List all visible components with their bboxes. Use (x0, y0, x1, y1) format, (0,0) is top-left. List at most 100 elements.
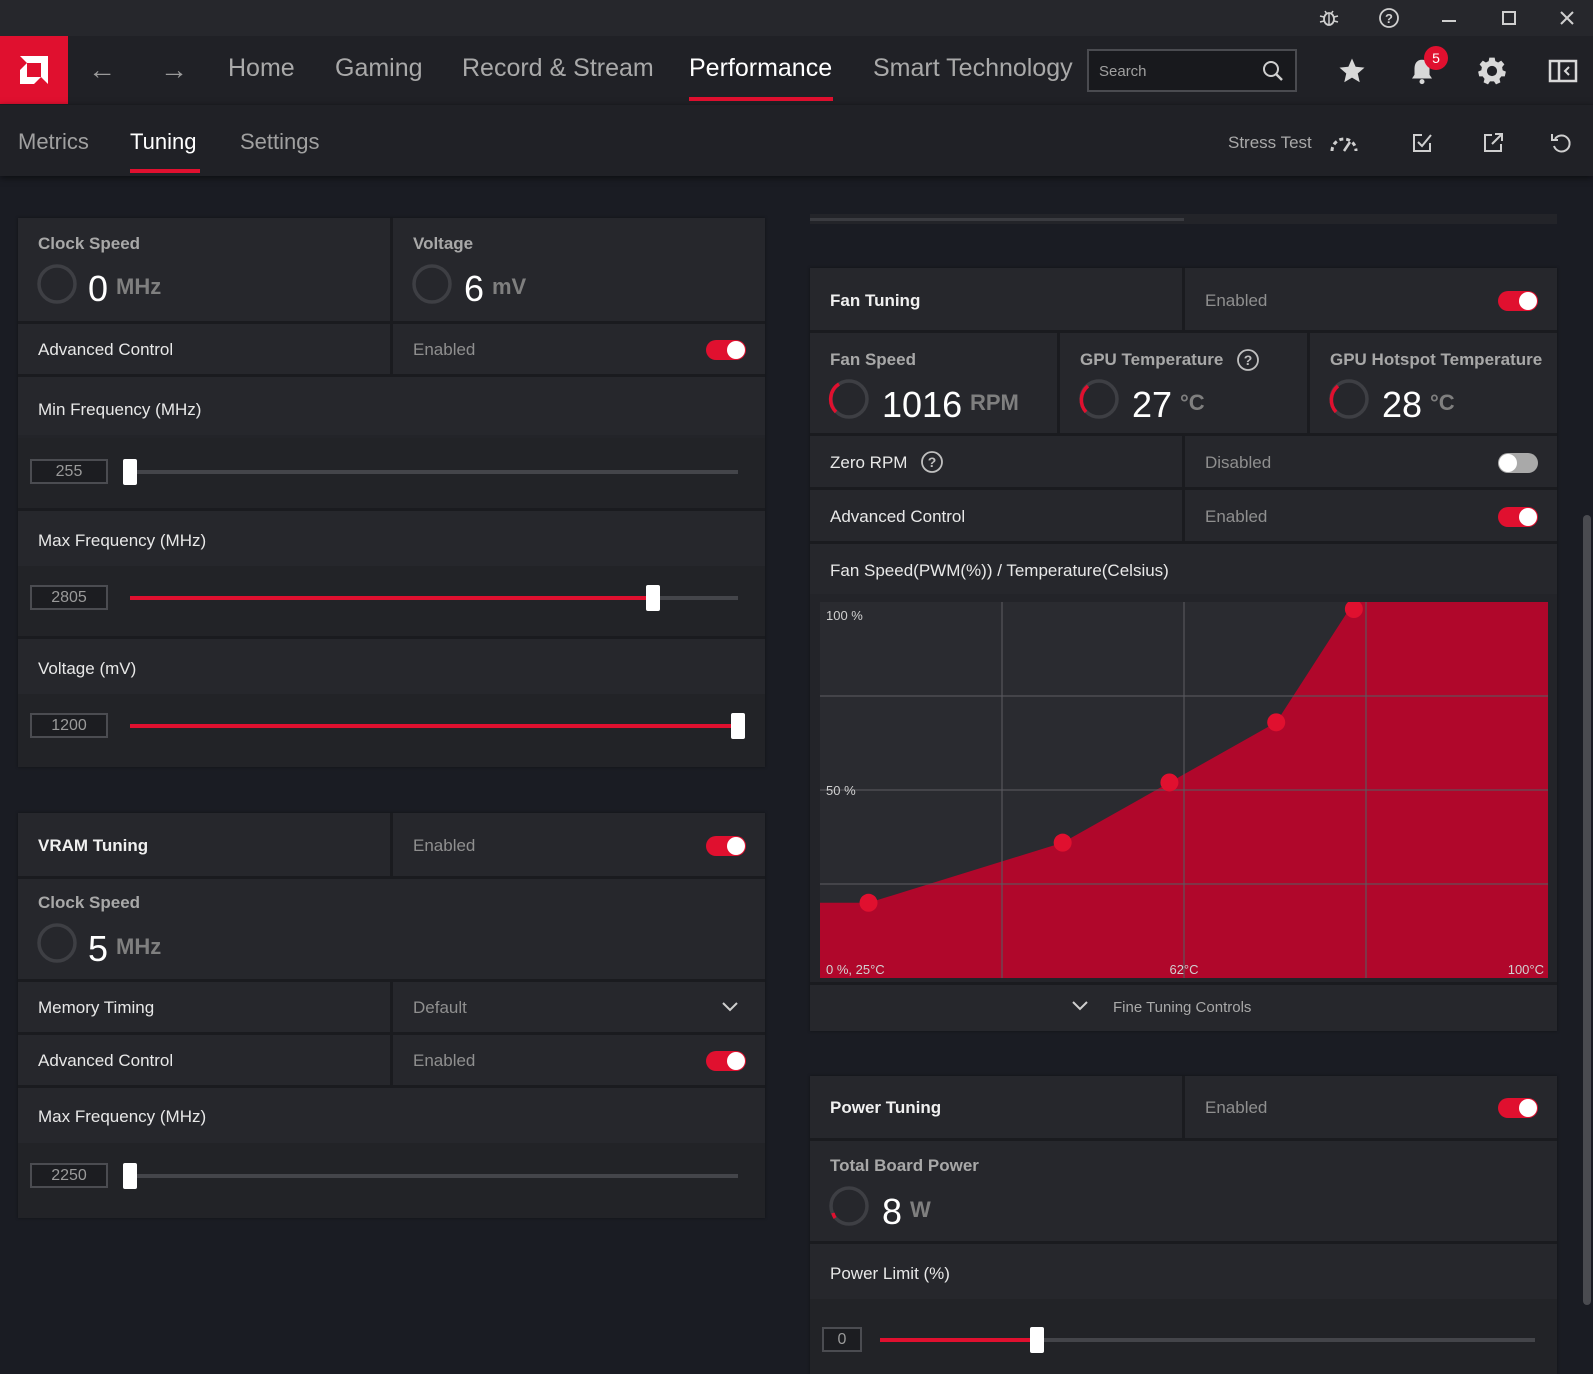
stress-test-gauge-icon[interactable] (1328, 127, 1360, 159)
power-limit-slider-thumb[interactable] (1030, 1327, 1045, 1353)
min-frequency-slider-thumb[interactable] (123, 459, 137, 485)
stress-test-label[interactable]: Stress Test (1228, 133, 1312, 152)
vram-max-frequency-slider-thumb[interactable] (123, 1163, 137, 1189)
search-box[interactable] (1087, 49, 1297, 92)
fan-advanced-control-toggle[interactable] (1498, 507, 1538, 527)
power-tuning-status: Enabled (1205, 1098, 1268, 1117)
fan-curve-point[interactable] (1160, 773, 1179, 792)
svg-text:?: ? (1385, 11, 1393, 26)
fan-curve-chart[interactable]: 100 % 50 % 0 %, 25°C 62°C 100°C (820, 602, 1548, 978)
gpu-advanced-control-label: Advanced Control (38, 340, 174, 359)
tab-gaming[interactable]: Gaming (335, 54, 423, 82)
zero-rpm-toggle[interactable] (1498, 453, 1538, 473)
svg-text:?: ? (1244, 352, 1253, 368)
voltage-slider-label: Voltage (mV) (38, 659, 137, 678)
fan-curve-title: Fan Speed(PWM(%)) / Temperature(Celsius) (830, 561, 1169, 580)
zero-rpm-label: Zero RPM (830, 453, 908, 472)
maximize-icon[interactable] (1492, 3, 1526, 33)
fan-curve-point[interactable] (859, 893, 878, 912)
tab-settings[interactable]: Settings (240, 129, 320, 154)
voltage-slider-thumb[interactable] (731, 713, 745, 739)
help-icon[interactable]: ? (1372, 3, 1406, 33)
gpu-advanced-control-toggle[interactable] (706, 340, 746, 360)
clock-speed-gauge-icon (37, 264, 77, 304)
gpu-temperature-help-icon[interactable]: ? (1236, 348, 1260, 372)
voltage-label: Voltage (413, 234, 474, 253)
vram-metrics-row (18, 879, 765, 979)
vram-tuning-status: Enabled (413, 836, 476, 855)
back-arrow-icon[interactable]: ← (88, 54, 116, 85)
tab-metrics[interactable]: Metrics (18, 129, 89, 154)
voltage-input[interactable]: 1200 (30, 713, 108, 738)
vram-max-frequency-slider-row (18, 1143, 765, 1218)
fan-curve-point[interactable] (1344, 602, 1363, 618)
fan-curve-point[interactable] (1267, 713, 1286, 732)
apply-changes-icon[interactable] (1406, 127, 1438, 159)
minimize-icon[interactable] (1432, 3, 1466, 33)
vram-clock-speed-unit: MHz (116, 934, 162, 959)
vram-tuning-toggle[interactable] (706, 836, 746, 856)
board-power-gauge-icon (829, 1186, 869, 1226)
gpu-temperature-gauge-icon (1079, 379, 1119, 419)
star-icon[interactable] (1334, 53, 1370, 89)
fan-curve-point[interactable] (1053, 833, 1072, 852)
search-input[interactable] (1099, 59, 1249, 83)
x-tick-label: 100°C (1508, 962, 1544, 977)
fan-metrics-row (810, 333, 1557, 433)
close-icon[interactable] (1550, 3, 1584, 33)
voltage-slider[interactable] (130, 724, 738, 728)
max-frequency-input[interactable]: 2805 (30, 585, 108, 610)
gpu-temperature-unit: °C (1180, 390, 1205, 415)
vram-clock-speed-value: 5 (88, 928, 109, 969)
fan-speed-unit: RPM (970, 390, 1019, 415)
voltage-value: 6 (464, 268, 485, 309)
fan-tuning-toggle[interactable] (1498, 291, 1538, 311)
tab-performance[interactable]: Performance (689, 54, 833, 82)
fine-tuning-controls-label[interactable]: Fine Tuning Controls (1113, 999, 1252, 1016)
max-frequency-slider[interactable] (130, 596, 738, 600)
search-icon[interactable] (1261, 59, 1285, 83)
vram-advanced-control-toggle[interactable] (706, 1051, 746, 1071)
amd-logo-icon[interactable] (0, 36, 68, 104)
gpu-hotspot-value: 28 (1382, 384, 1423, 425)
vram-max-frequency-slider[interactable] (130, 1174, 738, 1178)
chevron-down-icon[interactable] (720, 999, 740, 1015)
power-limit-input[interactable]: 0 (822, 1327, 862, 1352)
tab-tuning[interactable]: Tuning (130, 129, 197, 154)
scrollbar[interactable] (1583, 515, 1591, 1305)
power-tuning-toggle[interactable] (1498, 1098, 1538, 1118)
reset-icon[interactable] (1545, 127, 1577, 159)
vram-tuning-panel: VRAM Tuning Enabled Clock Speed 5 MHz Me… (18, 813, 765, 1218)
gpu-temperature-label: GPU Temperature (1080, 350, 1224, 369)
min-frequency-slider[interactable] (130, 470, 738, 474)
total-board-power-value: 8 (882, 1191, 903, 1232)
vram-advanced-control-status: Enabled (413, 1051, 476, 1070)
power-limit-slider[interactable] (880, 1338, 1535, 1342)
bug-icon[interactable] (1312, 3, 1346, 33)
forward-arrow-icon[interactable]: → (160, 54, 188, 85)
export-icon[interactable] (1477, 127, 1509, 159)
zero-rpm-status: Disabled (1205, 453, 1272, 472)
fan-advanced-control-label: Advanced Control (830, 507, 966, 526)
min-frequency-input[interactable]: 255 (30, 459, 108, 484)
tab-record-stream[interactable]: Record & Stream (462, 54, 654, 82)
vram-clock-gauge-icon (37, 923, 77, 963)
tab-smart-technology[interactable]: Smart Technology (873, 54, 1073, 82)
chevron-down-icon[interactable] (1070, 998, 1090, 1014)
vram-max-frequency-row (18, 1088, 765, 1143)
voltage-unit: mV (492, 274, 527, 299)
fan-speed-label: Fan Speed (830, 350, 916, 369)
power-limit-label: Power Limit (%) (830, 1264, 950, 1283)
power-tuning-panel: Power Tuning Enabled Total Board Power 8… (810, 1076, 1557, 1374)
fan-tuning-panel: Fan Tuning Enabled Fan Speed 1016 RPM GP… (810, 268, 1557, 1031)
tab-home[interactable]: Home (228, 54, 295, 82)
fan-curve-title-row (810, 544, 1557, 594)
max-frequency-slider-thumb[interactable] (645, 585, 660, 611)
gear-icon[interactable] (1474, 53, 1510, 89)
memory-timing-select[interactable]: Default (413, 998, 467, 1017)
fine-tuning-row[interactable] (810, 985, 1557, 1031)
min-frequency-row (18, 377, 765, 435)
sidebar-toggle-icon[interactable] (1545, 53, 1581, 89)
vram-max-frequency-input[interactable]: 2250 (30, 1163, 108, 1188)
zero-rpm-help-icon[interactable]: ? (920, 450, 944, 474)
